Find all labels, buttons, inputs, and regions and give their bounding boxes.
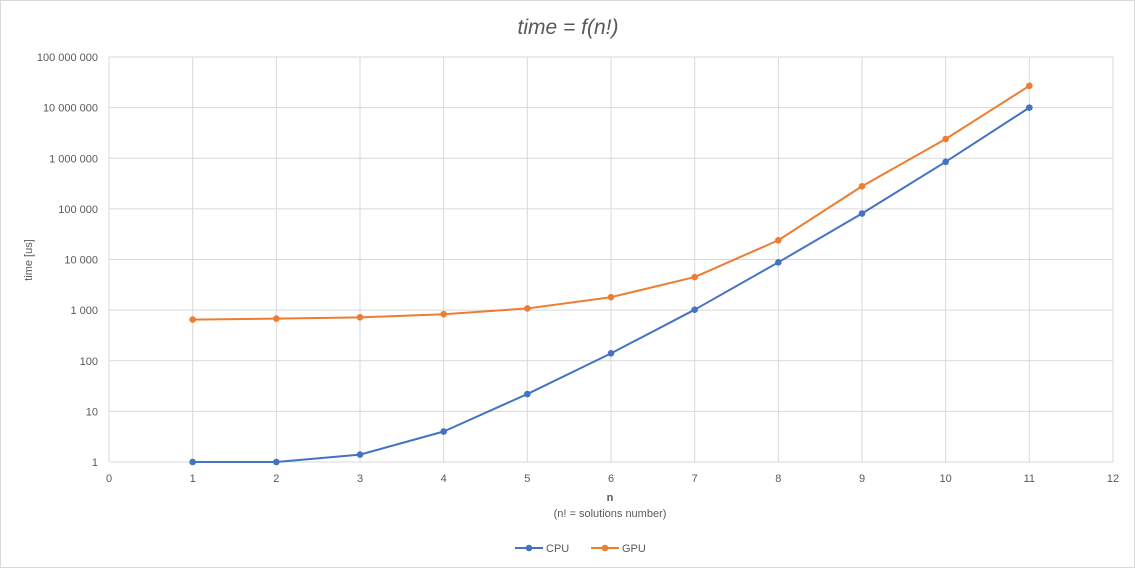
cpu-point <box>273 458 280 466</box>
y-tick-label: 100 <box>80 356 98 368</box>
x-tick-label: 3 <box>357 473 363 485</box>
legend-label-cpu: CPU <box>546 543 569 555</box>
x-axis-title: n <box>607 492 614 504</box>
y-tick-label: 10 000 <box>64 255 98 267</box>
gpu-point <box>1026 82 1033 90</box>
cpu-point <box>189 458 196 466</box>
legend-marker-gpu <box>601 544 609 552</box>
legend-label-gpu: GPU <box>622 543 646 555</box>
x-tick-label: 5 <box>524 473 530 485</box>
x-tick-label: 8 <box>775 473 781 485</box>
gpu-point <box>273 315 280 322</box>
gpu-point <box>356 314 364 321</box>
y-tick-label: 10 000 000 <box>43 103 98 115</box>
series-group <box>189 82 1033 466</box>
y-tick-label: 10 <box>86 406 98 418</box>
x-tick-label: 11 <box>1024 473 1035 485</box>
cpu-point <box>942 158 949 166</box>
y-axis-tick-labels: 1 10 100 1 000 10 000 100 000 1 000 000 10 000 … <box>37 52 98 469</box>
gpu-point <box>691 273 698 281</box>
gpu-point <box>189 316 196 323</box>
y-axis-title: time [us] <box>23 239 35 281</box>
gpu-point <box>607 293 615 301</box>
chart-title: time = f(n!) <box>518 16 619 39</box>
legend-item-gpu: GPU <box>591 543 646 555</box>
cpu-point <box>524 390 531 398</box>
x-axis-subtitle: (n! = solutions number) <box>554 508 667 520</box>
x-tick-label: 1 <box>190 473 196 485</box>
cpu-point <box>775 259 782 266</box>
cpu-point <box>858 210 866 217</box>
x-tick-label: 2 <box>273 473 279 485</box>
x-tick-label: 6 <box>608 473 614 485</box>
x-axis-tick-labels: 0 1 2 3 4 5 6 7 8 9 10 11 12 <box>106 473 1119 485</box>
gpu-point <box>858 182 866 190</box>
x-tick-label: 10 <box>940 473 952 485</box>
cpu-series <box>189 104 1033 466</box>
gpu-point <box>524 305 531 312</box>
legend: CPU GPU <box>515 543 646 555</box>
gpu-point <box>775 236 782 244</box>
x-tick-label: 9 <box>859 473 865 485</box>
y-tick-label: 1 000 000 <box>49 153 98 165</box>
x-tick-label: 4 <box>441 473 447 485</box>
gpu-point <box>942 135 949 143</box>
gridlines <box>108 56 1114 463</box>
legend-item-cpu: CPU <box>515 543 569 555</box>
y-tick-label: 100 000 <box>58 204 98 216</box>
cpu-point <box>356 451 364 458</box>
x-tick-label: 12 <box>1107 473 1119 485</box>
cpu-point <box>691 306 698 313</box>
y-tick-label: 1 000 <box>70 305 98 317</box>
cpu-point <box>440 428 447 435</box>
x-tick-label: 0 <box>106 473 112 485</box>
gpu-point <box>440 310 447 318</box>
gpu-series <box>189 82 1033 323</box>
x-tick-label: 7 <box>692 473 698 485</box>
y-tick-label: 1 <box>92 457 98 469</box>
y-tick-label: 100 000 000 <box>37 52 98 64</box>
legend-marker-cpu <box>525 544 533 552</box>
cpu-point <box>607 350 615 357</box>
cpu-point <box>1026 104 1033 111</box>
